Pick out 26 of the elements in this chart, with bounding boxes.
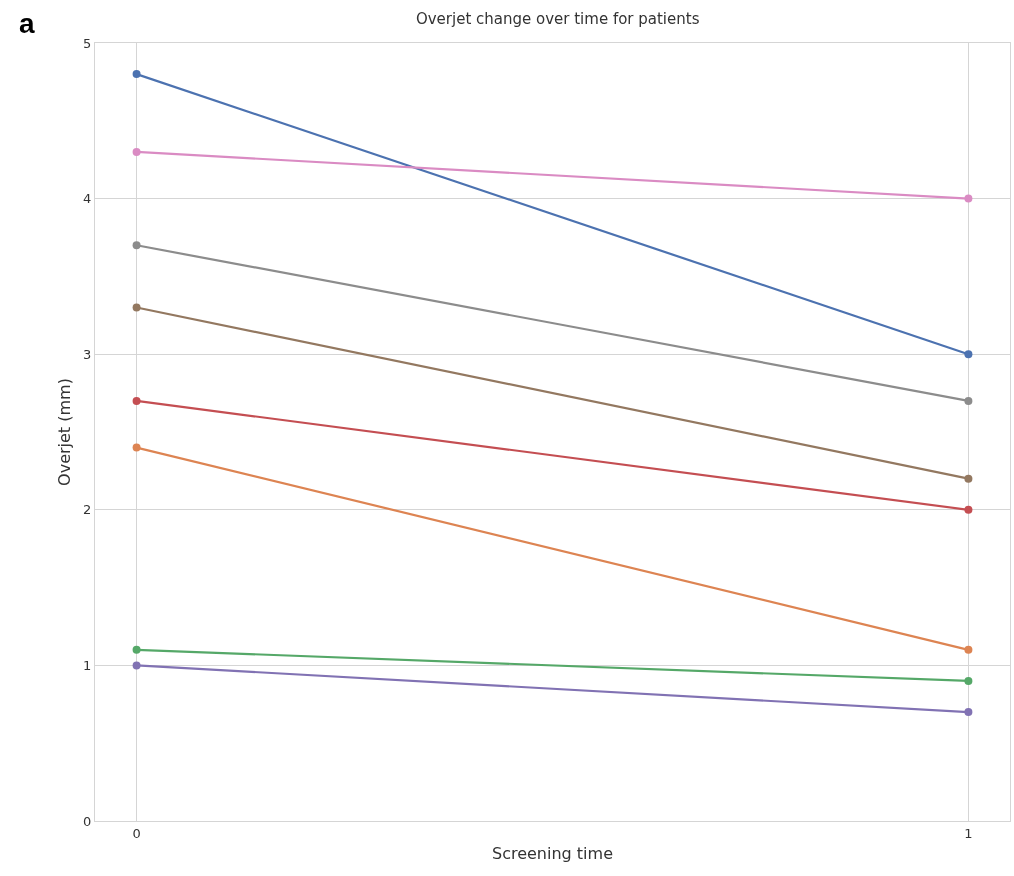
y-tick-label: 2 (83, 502, 92, 518)
point (964, 474, 973, 483)
point (964, 505, 973, 514)
y-tick-label: 0 (83, 813, 92, 829)
y-tick-label: 1 (83, 657, 92, 673)
point (132, 303, 141, 312)
point (132, 147, 141, 156)
y-axis-title: Overjet (mm) (54, 378, 74, 486)
point (964, 396, 973, 405)
point (132, 396, 141, 405)
chart-title: Overjet change over time for patients (415, 9, 700, 28)
point (132, 443, 141, 452)
x-axis-title: Screening time (492, 844, 613, 864)
y-tick-label: 5 (83, 35, 92, 51)
point (964, 645, 973, 654)
point (964, 676, 973, 685)
point (132, 241, 141, 250)
point (964, 194, 973, 203)
text: a (19, 8, 35, 39)
point (964, 708, 973, 717)
point (132, 70, 141, 79)
point (132, 661, 141, 670)
y-tick-label: 4 (83, 191, 92, 207)
point (132, 645, 141, 654)
y-tick-label: 3 (83, 346, 92, 362)
point (964, 350, 973, 359)
